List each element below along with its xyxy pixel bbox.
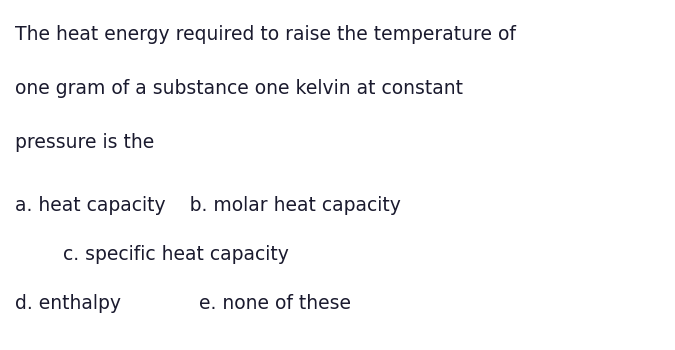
Text: a. heat capacity    b. molar heat capacity: a. heat capacity b. molar heat capacity — [15, 196, 401, 215]
Text: d. enthalpy             e. none of these: d. enthalpy e. none of these — [15, 294, 351, 313]
Text: The heat energy required to raise the temperature of: The heat energy required to raise the te… — [15, 25, 516, 43]
Text: one gram of a substance one kelvin at constant: one gram of a substance one kelvin at co… — [15, 79, 463, 98]
Text: pressure is the: pressure is the — [15, 133, 154, 152]
Text: c. specific heat capacity: c. specific heat capacity — [15, 245, 289, 264]
